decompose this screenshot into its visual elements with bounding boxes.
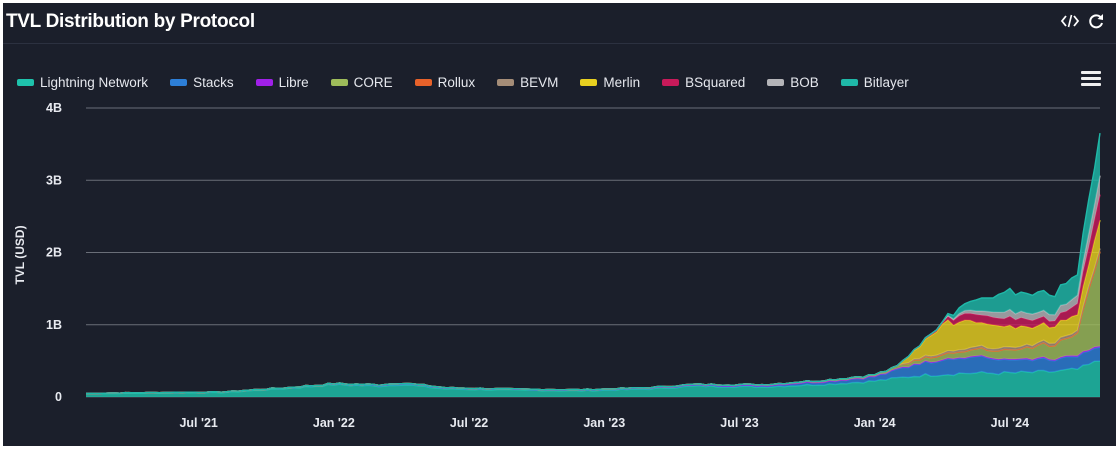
legend-item-bitlayer[interactable]: Bitlayer [840,74,909,90]
legend-swatch [580,78,598,86]
y-tick-label: 1B [46,318,62,332]
legend-item-lightning-network[interactable]: Lightning Network [17,75,148,90]
legend-label: CORE [353,74,393,90]
legend-swatch [414,78,432,86]
x-tick-label: Jul '21 [179,416,217,430]
chart-plot: 0 1B 2B 3B 4B TVL (USD) Jul '21 Jan '22 Jul '22 J… [13,101,1101,430]
area-stacks [86,347,1100,394]
legend-item-libre[interactable]: Libre [255,74,309,90]
legend-item-core[interactable]: CORE [330,74,393,90]
legend-swatch [662,78,680,86]
chart-panel: TVL Distribution by Protocol Lightning N… [3,3,1116,446]
legend-item-rollux[interactable]: Rollux [414,74,476,90]
y-tick-label: 4B [46,101,62,115]
legend-swatch [170,78,188,86]
legend-swatch [767,78,785,86]
x-tick-label: Jul '23 [720,416,758,430]
legend-label: Rollux [437,74,476,90]
legend-item-bob[interactable]: BOB [767,75,819,90]
legend-label: BEVM [520,74,559,90]
legend-swatch [255,78,273,86]
x-tick-label: Jan '22 [313,416,355,430]
y-axis-title: TVL (USD) [13,225,27,284]
hamburger-menu-icon[interactable] [1081,71,1101,89]
x-tick-label: Jul '24 [991,416,1029,430]
chart-legend: Lightning Network Stacks Libre CORE Rollux BE… [17,72,931,92]
x-tick-label: Jul '22 [450,416,488,430]
legend-label: Libre [278,74,309,90]
refresh-icon[interactable] [1086,11,1106,31]
area-lightning-network [86,361,1100,397]
legend-item-bsquared[interactable]: BSquared [662,75,745,90]
legend-swatch [840,78,858,86]
code-icon[interactable] [1060,11,1080,31]
legend-label: Bitlayer [863,74,909,90]
legend-label: BOB [790,74,819,90]
legend-swatch [497,78,515,86]
y-tick-label: 0 [55,390,62,404]
y-tick-label: 3B [46,173,62,187]
legend-label: Stacks [193,74,234,90]
y-tick-label: 2B [46,246,62,260]
line-bitlayer [85,132,1101,395]
x-tick-label: Jan '23 [583,416,625,430]
legend-label: Merlin [603,74,641,90]
panel-header: TVL Distribution by Protocol [3,3,1116,44]
legend-item-merlin[interactable]: Merlin [580,75,640,90]
legend-item-stacks[interactable]: Stacks [170,75,234,90]
chart-title: TVL Distribution by Protocol [6,11,255,32]
legend-item-bevm[interactable]: BEVM [497,75,558,90]
legend-swatch [330,78,348,86]
legend-label: Lightning Network [40,74,149,90]
x-tick-label: Jan '24 [854,416,896,430]
legend-label: BSquared [685,74,746,90]
legend-swatch [17,78,34,86]
